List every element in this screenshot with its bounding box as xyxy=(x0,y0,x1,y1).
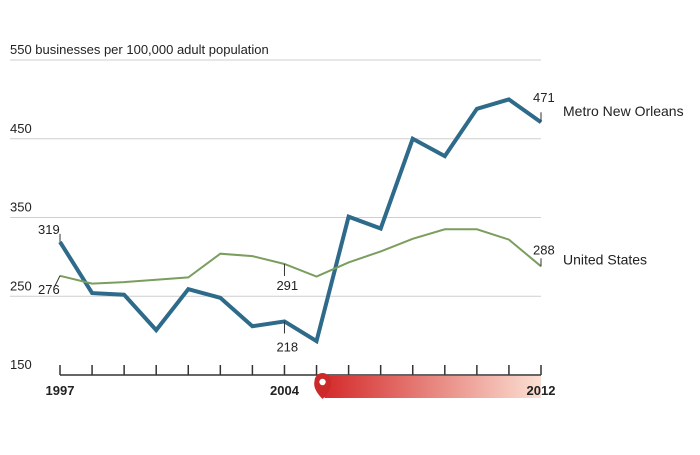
annotation-leader xyxy=(53,275,61,288)
y-tick-label: 150 xyxy=(10,357,32,372)
data-label: 291 xyxy=(276,278,298,293)
hurricane-pin-dot xyxy=(319,378,326,386)
data-label: 471 xyxy=(533,90,555,105)
x-tick-label: 2012 xyxy=(527,383,556,398)
data-label: 319 xyxy=(38,222,60,237)
y-tick-label: 350 xyxy=(10,200,32,215)
y-tick-label: 450 xyxy=(10,121,32,136)
data-label: 288 xyxy=(533,242,555,257)
y-axis-title: 550 businesses per 100,000 adult populat… xyxy=(10,42,269,57)
data-label: 276 xyxy=(38,282,60,297)
series-label-metro-new-orleans: Metro New Orleans xyxy=(563,103,684,119)
hurricane-pin-icon xyxy=(314,373,331,399)
y-tick-label: 250 xyxy=(10,278,32,293)
series-label-united-states: United States xyxy=(563,251,647,267)
data-label: 218 xyxy=(276,339,298,354)
series-line-metro-new-orleans xyxy=(58,97,543,345)
x-tick-label: 2004 xyxy=(270,383,300,398)
x-tick-label: 1997 xyxy=(46,383,75,398)
series-line-united-states xyxy=(59,228,542,285)
hurricane-period-band xyxy=(324,376,541,398)
